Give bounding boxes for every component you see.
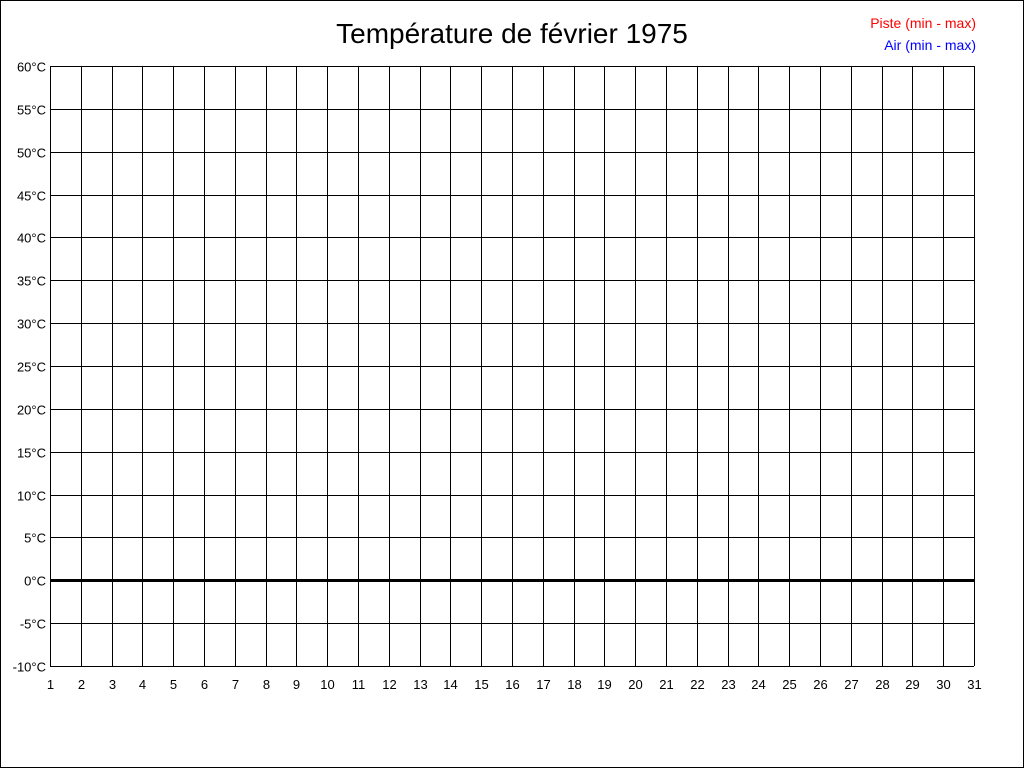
y-tick-label: 10°C [17, 489, 46, 504]
x-tick-label: 3 [109, 677, 116, 692]
x-tick-label: 19 [597, 677, 611, 692]
x-tick-label: 10 [320, 677, 334, 692]
x-tick-label: 11 [352, 677, 366, 692]
x-tick-label: 9 [293, 677, 300, 692]
x-tick-label: 25 [782, 677, 796, 692]
y-tick-label: 60°C [17, 60, 46, 75]
y-tick-label: 50°C [17, 146, 46, 161]
y-tick-label: 20°C [17, 403, 46, 418]
legend-item-piste: Piste (min - max) [870, 15, 976, 31]
x-tick-label: 28 [875, 677, 889, 692]
y-tick-label: 30°C [17, 317, 46, 332]
x-tick-label: 31 [967, 677, 981, 692]
y-tick-label: 15°C [17, 446, 46, 461]
x-tick-label: 6 [201, 677, 208, 692]
x-tick-label: 16 [505, 677, 519, 692]
x-tick-label: 30 [936, 677, 950, 692]
x-tick-label: 26 [813, 677, 827, 692]
y-tick-label: 35°C [17, 274, 46, 289]
y-tick-label: 0°C [24, 574, 46, 589]
x-tick-label: 23 [721, 677, 735, 692]
x-tick-label: 8 [263, 677, 270, 692]
x-tick-label: 15 [474, 677, 488, 692]
x-tick-label: 29 [905, 677, 919, 692]
x-tick-label: 5 [170, 677, 177, 692]
x-tick-label: 12 [382, 677, 396, 692]
y-tick-label: -10°C [13, 660, 46, 675]
x-tick-label: 2 [78, 677, 85, 692]
x-tick-label: 18 [567, 677, 581, 692]
legend-item-air: Air (min - max) [884, 37, 976, 53]
x-tick-label: 1 [47, 677, 54, 692]
y-tick-label: 45°C [17, 189, 46, 204]
y-tick-label: 5°C [24, 531, 46, 546]
x-tick-label: 21 [659, 677, 673, 692]
x-tick-label: 13 [413, 677, 427, 692]
x-tick-label: 7 [232, 677, 239, 692]
x-tick-label: 22 [690, 677, 704, 692]
x-tick-label: 27 [844, 677, 858, 692]
x-tick-label: 17 [536, 677, 550, 692]
x-tick-label: 20 [628, 677, 642, 692]
x-tick-label: 14 [443, 677, 457, 692]
chart-title: Température de février 1975 [336, 18, 688, 49]
y-tick-label: 55°C [17, 103, 46, 118]
x-tick-label: 24 [751, 677, 765, 692]
y-tick-label: 40°C [17, 231, 46, 246]
x-tick-label: 4 [139, 677, 146, 692]
y-tick-label: 25°C [17, 360, 46, 375]
y-tick-label: -5°C [20, 617, 46, 632]
